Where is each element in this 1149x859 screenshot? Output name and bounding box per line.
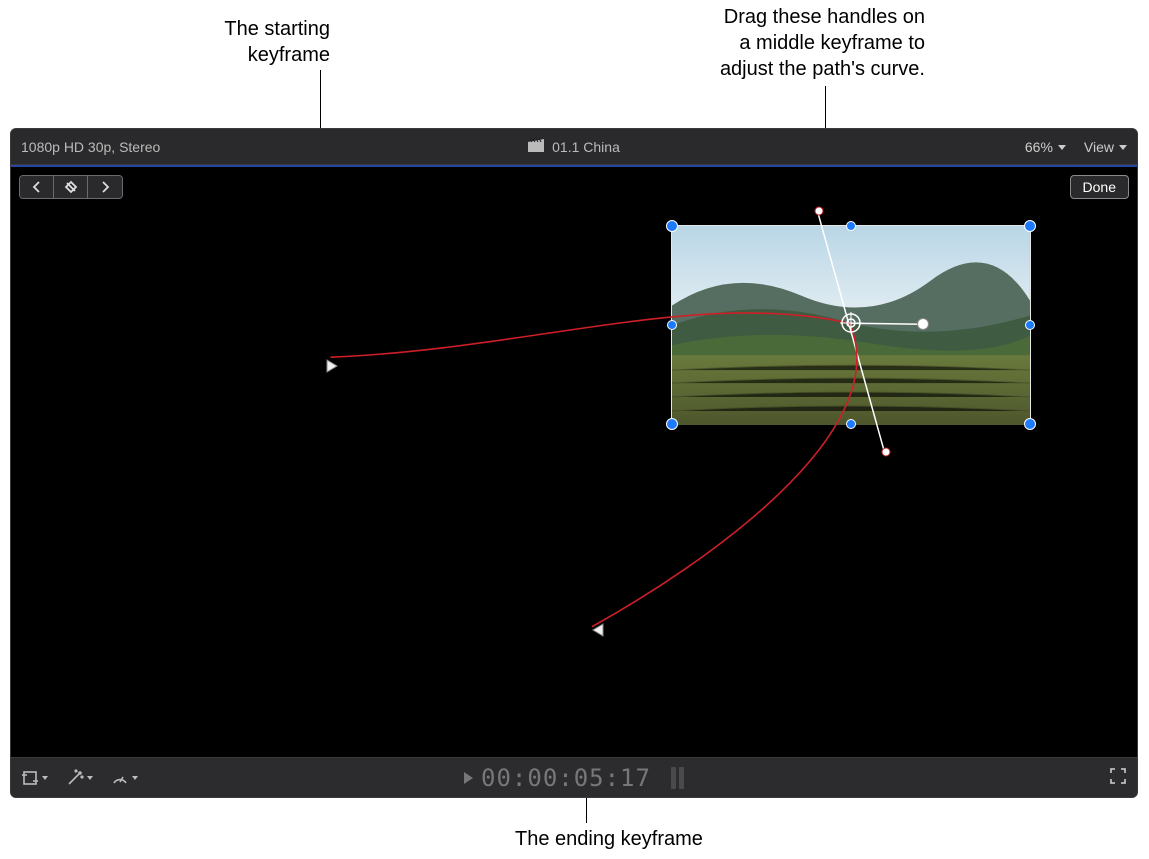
tangent-grip-handle[interactable] <box>917 318 929 330</box>
zoom-value: 66% <box>1025 139 1053 155</box>
annotation-middle-keyframe: Drag these handles on a middle keyframe … <box>575 4 925 82</box>
clapperboard-icon <box>528 138 544 155</box>
chevron-down-icon <box>87 776 93 780</box>
middle-keyframe-target[interactable] <box>840 312 862 334</box>
zoom-dropdown[interactable]: 66% <box>1025 139 1066 155</box>
tangent-handle-b[interactable] <box>882 448 891 457</box>
chevron-down-icon <box>132 776 138 780</box>
annotation-start-keyframe: The starting keyframe <box>80 16 330 68</box>
motion-overlay <box>11 167 1137 757</box>
fullscreen-button[interactable] <box>1109 767 1127 788</box>
chevron-down-icon <box>1058 145 1066 150</box>
speedometer-icon <box>111 769 129 787</box>
motion-path-svg <box>11 167 1137 757</box>
audio-meter <box>671 767 684 789</box>
retime-tool-menu[interactable] <box>111 769 138 787</box>
format-text: 1080p HD 30p, Stereo <box>21 139 160 155</box>
timecode-value: 00:00:05:17 <box>481 764 651 792</box>
viewer-window: 1080p HD 30p, Stereo 01.1 China 66% View <box>10 128 1138 798</box>
crop-icon <box>21 769 39 787</box>
chevron-down-icon <box>1119 145 1127 150</box>
magic-wand-icon <box>66 769 84 787</box>
tangent-handle-a[interactable] <box>815 207 824 216</box>
fullscreen-icon <box>1109 767 1127 785</box>
view-dropdown[interactable]: View <box>1084 139 1127 155</box>
enhance-tool-menu[interactable] <box>66 769 93 787</box>
timecode-display: 00:00:05:17 <box>11 764 1137 792</box>
clip-title: 01.1 China <box>552 139 620 155</box>
viewer-canvas[interactable]: Done <box>11 167 1137 757</box>
play-icon <box>464 772 473 784</box>
crop-tool-menu[interactable] <box>21 769 48 787</box>
view-label: View <box>1084 139 1114 155</box>
viewer-topbar: 1080p HD 30p, Stereo 01.1 China 66% View <box>11 129 1137 165</box>
viewer-bottombar: 00:00:05:17 <box>11 757 1137 797</box>
motion-path[interactable] <box>330 313 856 627</box>
annotation-end-keyframe: The ending keyframe <box>515 826 703 852</box>
chevron-down-icon <box>42 776 48 780</box>
